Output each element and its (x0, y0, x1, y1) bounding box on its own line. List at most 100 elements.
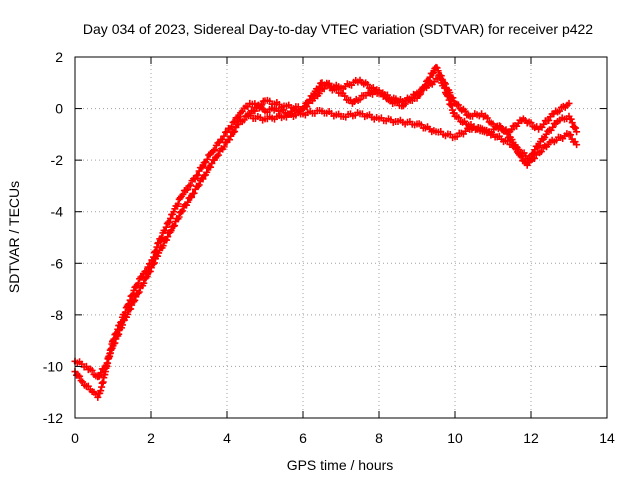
interp-point (179, 191, 187, 199)
interp-point (207, 163, 215, 171)
interp-point (527, 119, 535, 127)
axis-ticks: 0 2 4 6 8 10 12 14 -12 -10 -8 -6 -4 -2 0 2 (43, 49, 615, 446)
data-point (177, 208, 185, 216)
interp-point (440, 79, 448, 87)
interp-point (194, 171, 202, 179)
interp-point (199, 162, 207, 170)
data-point (185, 182, 193, 190)
interp-point (124, 310, 132, 318)
interp-point (213, 152, 221, 160)
interp-point (95, 372, 103, 380)
interp-point (310, 91, 318, 99)
interp-point (106, 349, 114, 357)
interp-point (570, 123, 578, 131)
plot-frame (74, 56, 608, 419)
interp-point (537, 148, 545, 156)
x-tick-label: 14 (599, 430, 615, 446)
x-tick-label: 2 (147, 430, 155, 446)
interp-point (568, 119, 576, 127)
interp-point (115, 330, 123, 338)
interp-point (229, 118, 237, 126)
interp-point (220, 132, 228, 140)
interp-point (508, 126, 516, 134)
x-tick-label: 12 (523, 430, 539, 446)
interp-point (211, 146, 219, 154)
interp-point (140, 279, 148, 287)
interp-point (154, 252, 162, 260)
interp-point (545, 116, 553, 124)
interp-point (356, 95, 364, 103)
interp-point (188, 193, 196, 201)
interp-point (179, 207, 187, 215)
interp-point (421, 82, 429, 90)
x-axis-label: GPS time / hours (287, 457, 394, 473)
interp-point (240, 116, 248, 124)
data-point (94, 393, 102, 401)
interp-point (77, 377, 85, 385)
interp-point (183, 186, 191, 194)
interp-point (556, 107, 563, 115)
data-point (162, 223, 170, 231)
interp-point (191, 175, 199, 183)
interp-point (235, 113, 243, 121)
data-point (101, 362, 109, 370)
interp-point (130, 298, 138, 306)
interp-point (161, 227, 169, 235)
interp-point (231, 128, 239, 136)
interp-point (106, 352, 114, 360)
interp-point (163, 236, 171, 244)
data-point (573, 141, 581, 149)
interp-point (315, 83, 323, 91)
interp-point (167, 227, 175, 235)
interp-point (430, 69, 438, 77)
x-tick-label: 8 (375, 430, 383, 446)
interp-point (159, 242, 167, 250)
interp-point (417, 90, 425, 98)
interp-point (203, 168, 211, 176)
interp-point (187, 181, 195, 189)
interp-point (454, 101, 462, 109)
y-tick-label: -10 (43, 358, 63, 374)
interp-point (198, 164, 206, 172)
interp-point (147, 264, 155, 272)
interp-point (175, 213, 183, 221)
interp-point (76, 372, 84, 380)
interp-point (88, 366, 96, 374)
interp-point (158, 233, 166, 241)
data-point (143, 272, 151, 280)
interp-point (572, 124, 580, 132)
series-group (242, 106, 581, 164)
interp-point (134, 289, 142, 297)
interp-point (209, 147, 217, 155)
interp-point (119, 321, 126, 329)
interp-point (483, 114, 491, 122)
interp-point (567, 131, 575, 139)
interp-point (135, 288, 143, 296)
interp-point (149, 260, 157, 268)
data-series (71, 63, 581, 401)
x-tick-label: 0 (71, 430, 79, 446)
interp-point (226, 136, 234, 144)
chart-title: Day 034 of 2023, Sidereal Day-to-day VTE… (83, 21, 593, 37)
interp-point (530, 154, 538, 162)
interp-point (504, 137, 512, 145)
x-tick-label: 6 (299, 430, 307, 446)
interp-point (341, 92, 349, 100)
x-tick-label: 4 (223, 430, 231, 446)
interp-point (415, 91, 423, 99)
interp-point (157, 235, 165, 243)
interp-point (184, 198, 192, 206)
interp-point (446, 89, 454, 97)
data-point (155, 239, 163, 247)
interp-point (455, 114, 463, 122)
interp-point (364, 80, 372, 88)
interp-point (220, 143, 228, 151)
interp-point (227, 132, 235, 140)
data-point (573, 128, 581, 136)
y-tick-label: 2 (55, 49, 63, 65)
interp-point (127, 305, 135, 313)
interp-point (567, 115, 575, 123)
